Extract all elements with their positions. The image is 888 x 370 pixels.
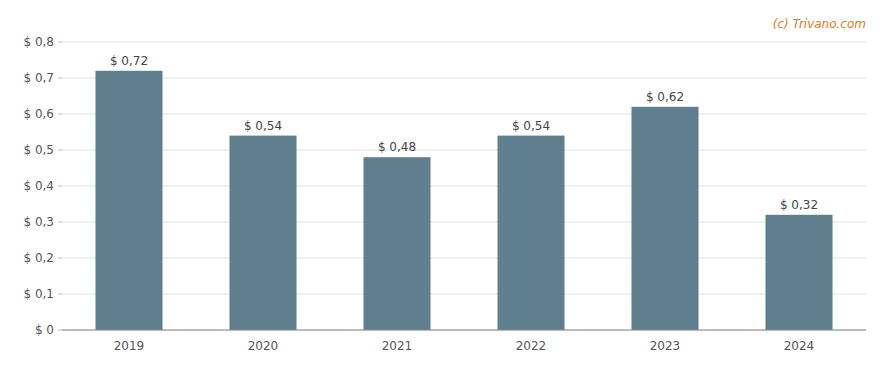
y-tick-label: $ 0 (35, 323, 54, 337)
bar (766, 215, 833, 330)
y-tick-label: $ 0,8 (23, 35, 54, 49)
data-label: $ 0,32 (780, 198, 818, 212)
grid-line (62, 294, 866, 295)
x-tick-label: 2023 (650, 339, 681, 353)
y-tick (58, 294, 62, 295)
grid-line (62, 222, 866, 223)
data-labels: $ 0,72 $ 0,54 $ 0,48 $ 0,54 $ 0,62 $ 0,32 (110, 54, 818, 212)
y-tick-label: $ 0,2 (23, 251, 54, 265)
y-tick (58, 186, 62, 187)
x-axis: 2019 2020 2021 2022 2023 2024 (114, 339, 815, 353)
y-tick (58, 150, 62, 151)
grid-line (62, 150, 866, 151)
data-label: $ 0,62 (646, 90, 684, 104)
grid-line (62, 114, 866, 115)
bars (96, 71, 833, 330)
grid-line (62, 42, 866, 43)
y-tick (58, 222, 62, 223)
bar (498, 136, 565, 330)
x-tick-label: 2021 (382, 339, 413, 353)
data-label: $ 0,54 (244, 119, 282, 133)
chart: $ 0 $ 0,1 $ 0,2 $ 0,3 $ 0,4 $ 0,5 $ 0,6 $ 0,7 $ … (0, 0, 888, 370)
grid-line (62, 258, 866, 259)
x-tick-label: 2024 (784, 339, 815, 353)
y-axis: $ 0 $ 0,1 $ 0,2 $ 0,3 $ 0,4 $ 0,5 $ 0,6 $ 0,7 $ … (23, 35, 62, 337)
y-tick (58, 78, 62, 79)
bar (632, 107, 699, 330)
grid (62, 42, 866, 330)
grid-line (62, 78, 866, 79)
y-tick-label: $ 0,5 (23, 143, 54, 157)
data-label: $ 0,72 (110, 54, 148, 68)
watermark: (c) Trivano.com (773, 17, 866, 31)
data-label: $ 0,48 (378, 140, 416, 154)
y-tick-label: $ 0,1 (23, 287, 54, 301)
y-tick (58, 330, 62, 331)
y-tick-label: $ 0,6 (23, 107, 54, 121)
data-label: $ 0,54 (512, 119, 550, 133)
x-tick-label: 2022 (516, 339, 547, 353)
grid-line (62, 330, 866, 331)
x-tick-label: 2020 (248, 339, 279, 353)
x-tick-label: 2019 (114, 339, 145, 353)
y-tick (58, 114, 62, 115)
bar (364, 157, 431, 330)
bar (96, 71, 163, 330)
x-axis-line (62, 330, 866, 331)
y-tick-label: $ 0,3 (23, 215, 54, 229)
bar (230, 136, 297, 330)
y-tick (58, 42, 62, 43)
y-tick (58, 258, 62, 259)
grid-line (62, 186, 866, 187)
y-tick-label: $ 0,7 (23, 71, 54, 85)
y-tick-label: $ 0,4 (23, 179, 54, 193)
